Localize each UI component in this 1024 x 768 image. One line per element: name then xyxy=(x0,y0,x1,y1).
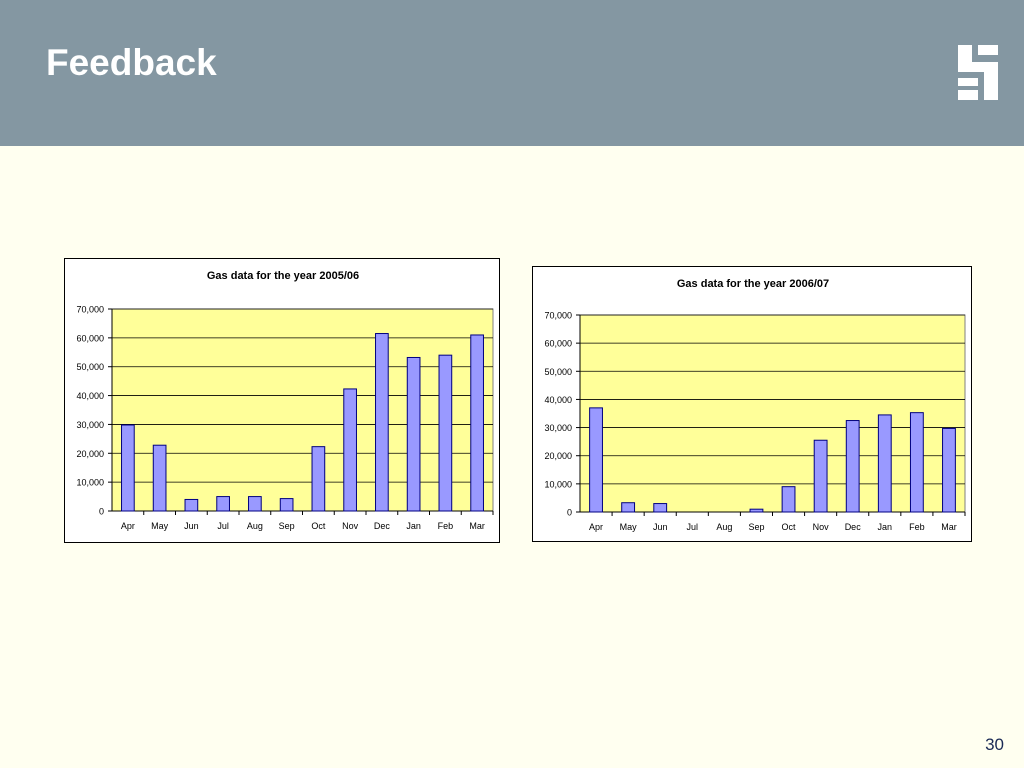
y-tick-label: 30,000 xyxy=(544,423,572,433)
bar-jan xyxy=(877,414,892,513)
bar-nov xyxy=(813,439,828,513)
y-tick-label: 50,000 xyxy=(544,367,572,377)
x-tick-label: Apr xyxy=(121,521,135,531)
x-tick-label: Oct xyxy=(311,521,326,531)
plot-area xyxy=(111,308,494,512)
gas-chart-2006-07-svg: Gas data for the year 2006/07 0 10,000 20,0… xyxy=(544,278,966,532)
y-tick-label: 50,000 xyxy=(76,362,104,372)
bar-sep xyxy=(279,498,294,512)
x-tick-label: Aug xyxy=(247,521,263,531)
y-tick-label: 40,000 xyxy=(544,395,572,405)
bar-oct xyxy=(781,486,796,513)
bar-dec xyxy=(375,333,389,512)
bar-feb xyxy=(438,354,453,512)
y-tick-label: 20,000 xyxy=(544,451,572,461)
y-tick-label: 10,000 xyxy=(544,479,572,489)
y-tick-label: 70,000 xyxy=(76,305,104,315)
y-tick-label: 40,000 xyxy=(76,391,104,401)
y-tick-label: 20,000 xyxy=(76,449,104,459)
slide-title: Feedback xyxy=(46,42,217,83)
y-tick-label: 60,000 xyxy=(544,339,572,349)
x-tick-label: Nov xyxy=(813,522,830,532)
x-tick-label: Feb xyxy=(438,521,454,531)
chart-title: Gas data for the year 2006/07 xyxy=(677,278,829,290)
page-number: 30 xyxy=(985,735,1004,754)
x-tick-label: Jan xyxy=(406,521,421,531)
y-tick-label: 60,000 xyxy=(76,333,104,343)
chart-title: Gas data for the year 2005/06 xyxy=(207,270,359,282)
bar-apr xyxy=(121,424,135,512)
bar-may xyxy=(621,502,636,513)
x-tick-label: Nov xyxy=(342,521,359,531)
bar-jun xyxy=(653,503,668,513)
bar-feb xyxy=(909,412,924,513)
y-tick-label: 30,000 xyxy=(76,420,104,430)
x-tick-label: Feb xyxy=(909,522,925,532)
y-tick-label: 10,000 xyxy=(76,478,104,488)
x-tick-label: May xyxy=(151,521,169,531)
x-tick-label: Mar xyxy=(941,522,957,532)
x-tick-label: Apr xyxy=(589,522,603,532)
y-tick-label: 0 xyxy=(567,508,572,518)
bar-mar xyxy=(470,334,484,512)
x-tick-label: Jan xyxy=(878,522,893,532)
bar-jun xyxy=(184,498,199,512)
gas-chart-2005-06-svg: Gas data for the year 2005/06 0 10,000 20,0… xyxy=(76,270,494,531)
y-tick-label: 0 xyxy=(99,507,104,517)
bar-aug xyxy=(248,496,262,512)
bar-oct xyxy=(311,446,326,512)
x-tick-label: Mar xyxy=(469,521,485,531)
company-logo-icon xyxy=(958,45,998,100)
x-tick-label: Jul xyxy=(217,521,229,531)
x-tick-label: Sep xyxy=(748,522,764,532)
gas-chart-2006-07: Gas data for the year 2006/07 0 10,000 20,0… xyxy=(532,266,972,542)
x-tick-label: Jul xyxy=(687,522,699,532)
bar-dec xyxy=(845,420,860,513)
x-tick-label: Jun xyxy=(653,522,668,532)
x-tick-label: Sep xyxy=(279,521,295,531)
bar-sep xyxy=(749,508,764,513)
bar-jul xyxy=(216,496,230,512)
bar-mar xyxy=(942,427,956,513)
x-tick-label: Dec xyxy=(845,522,862,532)
x-tick-label: May xyxy=(620,522,638,532)
x-tick-label: Dec xyxy=(374,521,391,531)
slide-header: Feedback xyxy=(0,0,1024,146)
gas-chart-2005-06: Gas data for the year 2005/06 0 10,000 20,0… xyxy=(64,258,500,543)
bar-jan xyxy=(406,356,421,512)
bar-may xyxy=(152,444,167,512)
bar-apr xyxy=(589,407,603,513)
bar-nov xyxy=(343,388,357,512)
x-tick-label: Jun xyxy=(184,521,199,531)
x-tick-label: Aug xyxy=(716,522,732,532)
x-tick-label: Oct xyxy=(782,522,797,532)
plot-area xyxy=(579,314,966,513)
y-tick-label: 70,000 xyxy=(544,311,572,321)
